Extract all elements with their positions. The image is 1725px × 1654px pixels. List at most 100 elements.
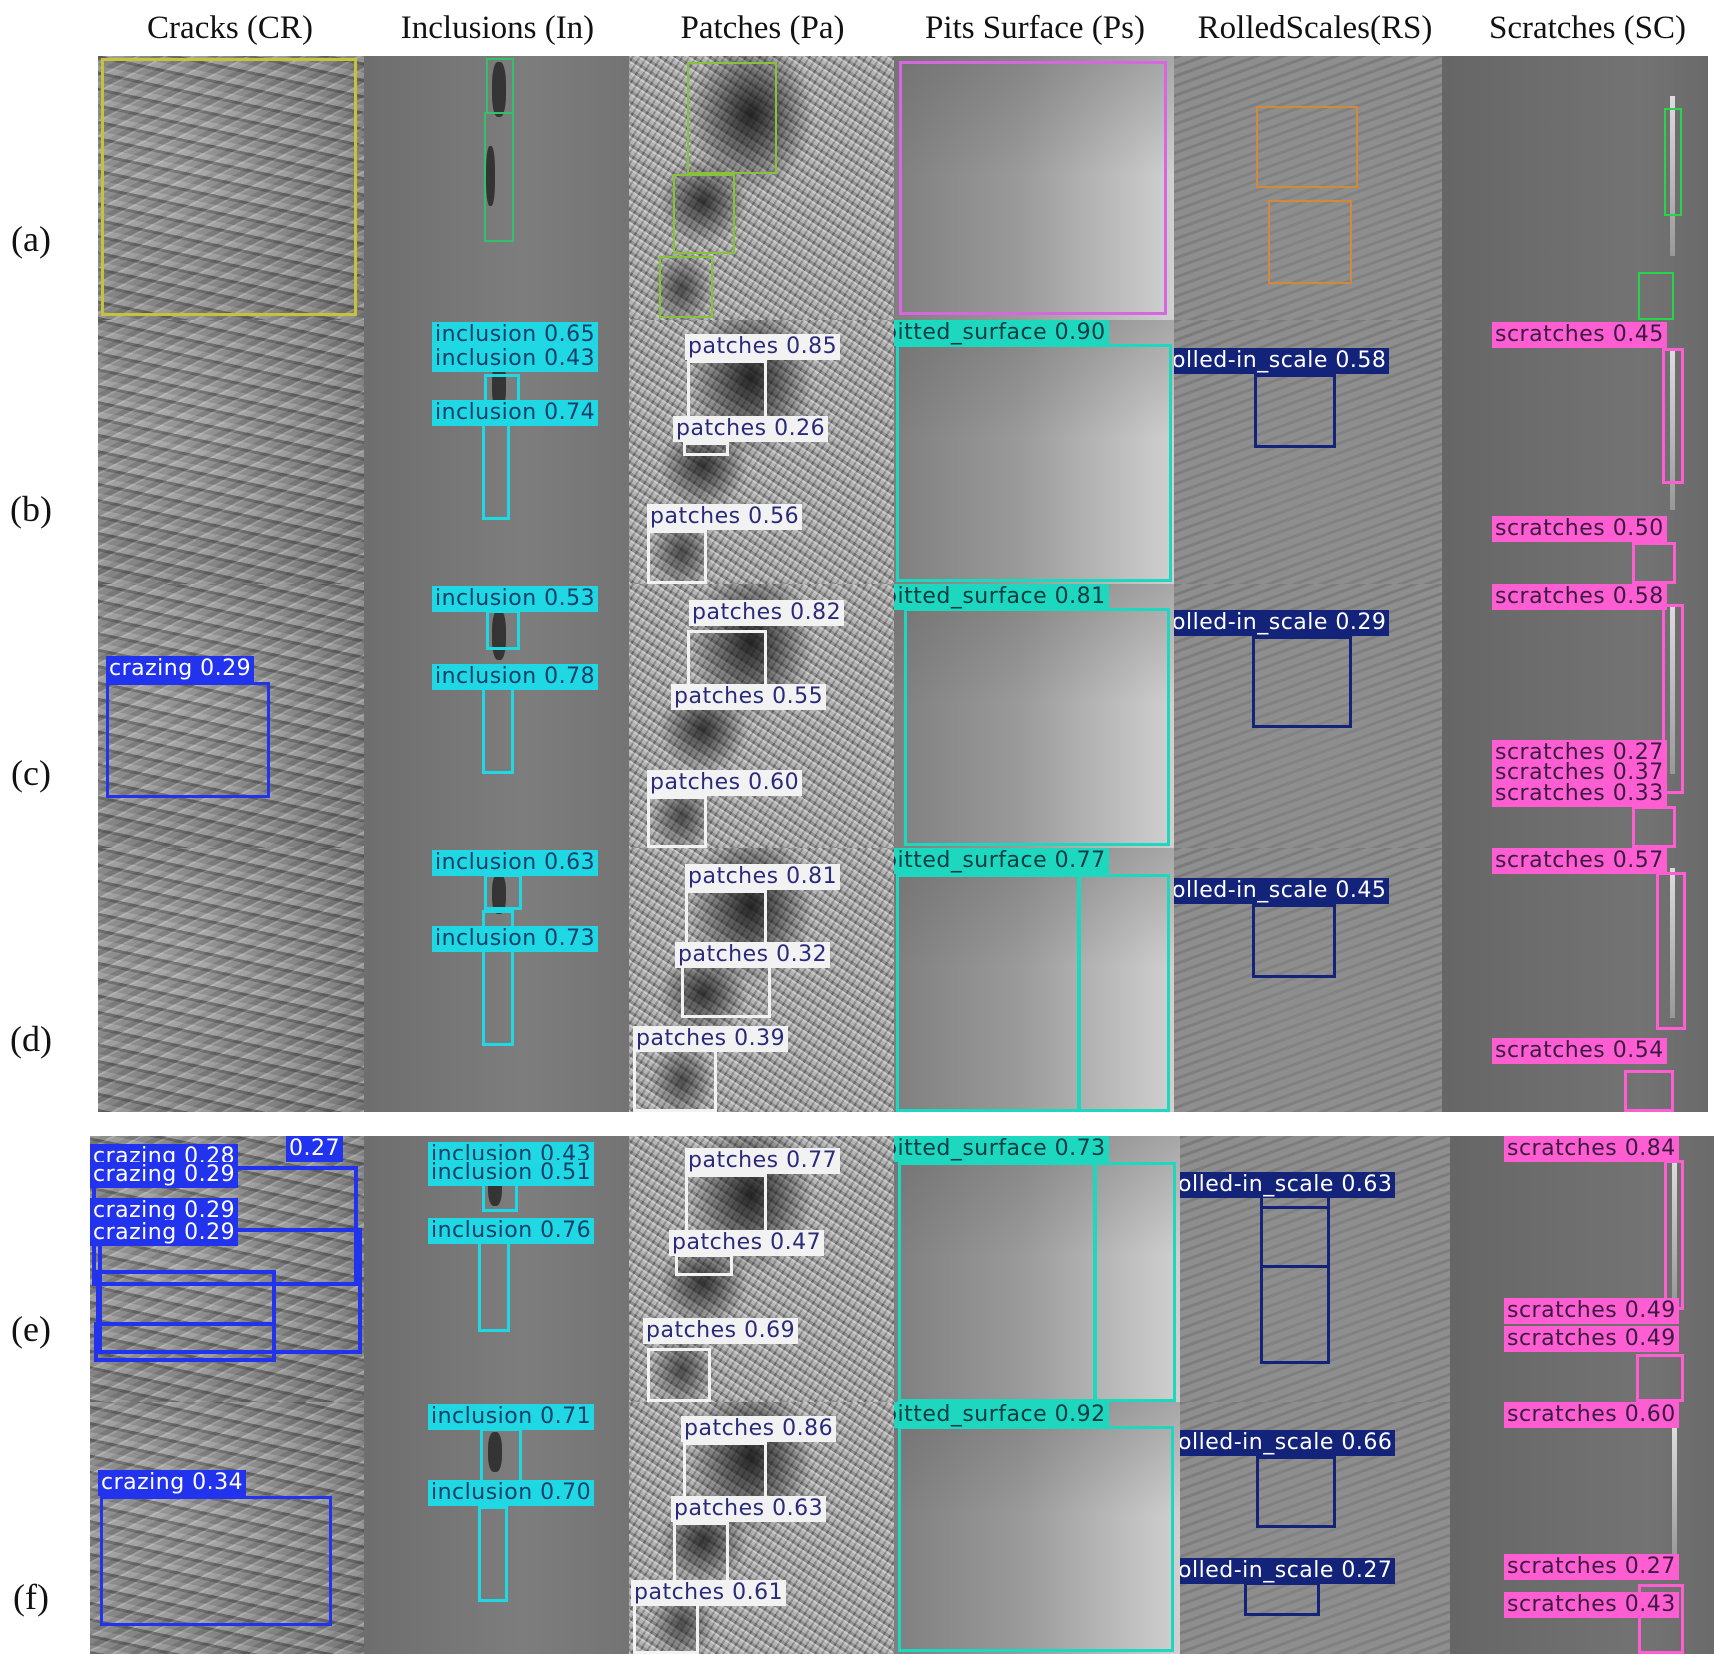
detection-box — [647, 1348, 711, 1402]
image-b-cracks — [98, 320, 364, 584]
detection-box — [482, 422, 510, 520]
detection-label: scratches 0.33 — [1492, 781, 1667, 807]
detection-label: rolled-in_scale 0.27 — [1180, 1558, 1396, 1584]
detection-label: crazing 0.29 — [106, 656, 255, 682]
detection-box — [1662, 348, 1684, 484]
detection-box — [681, 962, 771, 1018]
detection-box — [647, 796, 707, 848]
image-e-rolled-scales: rolled-in_scale 0.63 — [1180, 1136, 1450, 1402]
image-b-rolled-scales: rolled-in_scale 0.58 — [1174, 320, 1442, 584]
detection-label: pitted_surface 0.73 — [894, 1136, 1109, 1162]
detection-box — [1244, 1582, 1320, 1616]
image-b-patches: patches 0.85 patches 0.26 patches 0.56 — [629, 320, 894, 584]
row-label-b: (b) — [10, 489, 52, 529]
detection-label: scratches 0.27 — [1504, 1554, 1679, 1580]
ground-truth-box — [687, 62, 777, 174]
scratch-mark — [1670, 604, 1675, 774]
image-c-patches: patches 0.82 patches 0.55 patches 0.60 — [629, 584, 894, 848]
ground-truth-box — [1268, 200, 1352, 284]
image-e-inclusions: inclusion 0.43 inclusion 0.51 inclusion … — [364, 1136, 629, 1402]
image-a-pits-surface — [894, 56, 1174, 320]
detection-label: patches 0.86 — [681, 1416, 837, 1442]
detection-box — [100, 1496, 332, 1626]
image-c-scratches: scratches 0.58 scratches 0.27 scratches … — [1442, 584, 1708, 848]
detection-box — [1256, 1456, 1336, 1528]
scratch-mark — [1670, 96, 1675, 256]
detection-box — [898, 1162, 1096, 1402]
detection-label: inclusion 0.78 — [432, 664, 599, 690]
detection-box — [675, 1254, 733, 1276]
detection-label: scratches 0.45 — [1492, 322, 1667, 348]
scratch-mark — [1670, 350, 1675, 510]
image-b-pits-surface: pitted_surface 0.90 — [894, 320, 1174, 584]
detection-label: inclusion 0.63 — [432, 850, 599, 876]
detection-box — [1662, 604, 1684, 794]
detection-label: patches 0.47 — [669, 1230, 825, 1256]
detection-box — [1252, 904, 1336, 978]
detection-label: patches 0.82 — [689, 600, 845, 626]
detection-label: patches 0.85 — [685, 334, 841, 360]
detection-label: rolled-in_scale 0.45 — [1174, 878, 1390, 904]
detection-box — [896, 874, 1080, 1112]
row-label-d: (d) — [10, 1019, 52, 1059]
image-b-scratches: scratches 0.45 scratches 0.50 — [1442, 320, 1708, 584]
detection-label: rolled-in_scale 0.66 — [1180, 1430, 1396, 1456]
detection-label: crazing 0.29 — [90, 1162, 239, 1188]
image-c-pits-surface: pitted_surface 0.81 — [894, 584, 1174, 848]
detection-box — [1260, 1182, 1330, 1364]
detection-box — [1252, 636, 1352, 728]
detection-label: scratches 0.54 — [1492, 1038, 1667, 1064]
detection-box — [1078, 874, 1170, 1112]
image-d-patches: patches 0.81 patches 0.32 patches 0.39 — [629, 848, 894, 1112]
image-f-patches: patches 0.86 patches 0.63 patches 0.61 — [629, 1402, 894, 1654]
image-a-rolled-scales — [1174, 56, 1442, 320]
image-e-patches: patches 0.77 patches 0.47 patches 0.69 — [629, 1136, 894, 1402]
detection-label: scratches 0.43 — [1504, 1592, 1679, 1618]
image-f-scratches: scratches 0.60 scratches 0.27 scratches … — [1450, 1402, 1714, 1654]
detection-box — [96, 1270, 276, 1354]
detection-box — [1638, 1584, 1684, 1654]
detection-box — [633, 1602, 699, 1654]
detection-label: inclusion 0.73 — [432, 926, 599, 952]
image-f-rolled-scales: rolled-in_scale 0.66 rolled-in_scale 0.2… — [1180, 1402, 1450, 1654]
inclusion-streak — [492, 360, 506, 410]
image-d-pits-surface: pitted_surface 0.77 — [894, 848, 1174, 1112]
detection-label: patches 0.63 — [671, 1496, 827, 1522]
detection-box — [1632, 542, 1676, 584]
detection-label: pitted_surface 0.81 — [894, 584, 1109, 610]
detection-label: rolled-in_scale 0.29 — [1174, 610, 1390, 636]
image-d-cracks — [98, 848, 364, 1112]
image-f-cracks: crazing 0.34 — [90, 1402, 364, 1654]
detection-label: patches 0.39 — [633, 1026, 789, 1052]
detection-label: rolled-in_scale 0.58 — [1174, 348, 1390, 374]
image-a-patches — [629, 56, 894, 320]
ground-truth-box — [673, 174, 735, 254]
detection-box — [478, 1232, 510, 1332]
detection-box — [683, 442, 729, 456]
detection-box — [482, 678, 514, 774]
scratch-mark — [1672, 1428, 1677, 1558]
ground-truth-box — [1638, 272, 1674, 320]
detection-box — [484, 874, 522, 910]
detection-box — [1254, 374, 1336, 448]
detection-box — [1656, 872, 1686, 1030]
detection-box — [1632, 806, 1676, 848]
detection-box — [1624, 1070, 1674, 1112]
image-e-pits-surface: pitted_surface 0.73 — [894, 1136, 1180, 1402]
detection-box — [486, 610, 520, 650]
detection-label: scratches 0.57 — [1492, 848, 1667, 874]
detection-box — [633, 1044, 717, 1112]
detection-box — [898, 1426, 1174, 1652]
image-d-inclusions: inclusion 0.63 inclusion 0.73 — [364, 848, 629, 1112]
ground-truth-box — [1664, 108, 1682, 216]
detection-label: patches 0.61 — [631, 1580, 787, 1606]
detection-label: inclusion 0.43 — [432, 346, 599, 372]
detection-label: crazing 0.29 — [90, 1198, 239, 1224]
detection-label: inclusion 0.65 — [432, 322, 599, 348]
detection-label: inclusion 0.71 — [428, 1404, 595, 1430]
row-label-e: (e) — [11, 1309, 51, 1349]
image-c-cracks: crazing 0.29 — [98, 584, 364, 848]
detection-label: inclusion 0.51 — [428, 1160, 595, 1186]
detection-box — [1636, 1354, 1684, 1402]
scratch-mark — [1670, 868, 1675, 1018]
